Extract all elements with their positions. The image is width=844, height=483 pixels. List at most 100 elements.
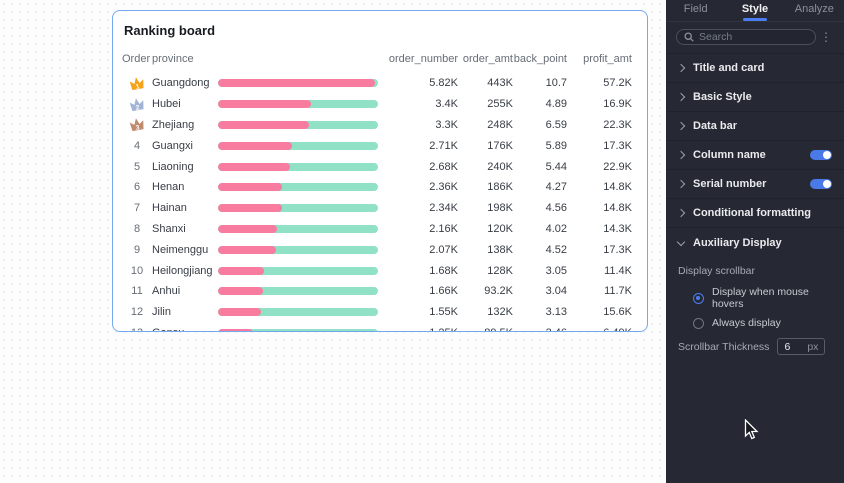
column-header-back_point: back_point xyxy=(513,53,567,65)
metric-cell-order_number: 3.3K xyxy=(435,118,458,131)
metric-cell-profit_amt: 11.4K xyxy=(604,264,632,277)
province-cell: Heilongjiang xyxy=(152,264,213,277)
metric-cell-order_number: 2.36K xyxy=(429,181,458,194)
metric-cell-order_amt: 443K xyxy=(487,77,513,90)
metric-cell-order_amt: 248K xyxy=(487,118,513,131)
metric-cell-back_point: 5.89 xyxy=(545,139,567,152)
tab-style[interactable]: Style xyxy=(725,3,784,21)
data-bar-cell xyxy=(218,141,378,150)
data-bar-track xyxy=(218,141,378,150)
section-auxiliary-display[interactable]: Auxiliary Display xyxy=(666,228,844,257)
data-bar-fill xyxy=(218,100,311,109)
metric-cell-order_number: 2.07K xyxy=(429,243,458,256)
data-bar-track xyxy=(218,266,378,275)
table-row: 5 Liaoning 2.68K 240K 5.44 22.9K xyxy=(122,156,638,177)
metric-cell-back_point: 4.52 xyxy=(545,243,567,256)
scrollbar-thickness-field[interactable]: px xyxy=(777,338,826,355)
metric-cell-profit_amt: 22.3K xyxy=(603,118,632,131)
data-bar-track xyxy=(218,79,378,88)
svg-text:3: 3 xyxy=(135,125,140,133)
section-column-name[interactable]: Column name xyxy=(666,141,844,170)
chevron-right-icon xyxy=(676,63,686,73)
section-basic-style[interactable]: Basic Style xyxy=(666,83,844,112)
data-bar-track xyxy=(218,287,378,296)
province-cell: Shanxi xyxy=(152,222,186,235)
chevron-right-icon xyxy=(676,208,686,218)
kebab-menu-icon[interactable]: ⋮ xyxy=(820,30,832,44)
rank-cell: 11 xyxy=(131,285,143,298)
rank-cell: 12 xyxy=(130,306,144,319)
section-serial-number[interactable]: Serial number xyxy=(666,170,844,199)
province-cell: Hainan xyxy=(152,202,187,215)
data-bar-track xyxy=(218,162,378,171)
data-bar-fill xyxy=(218,245,276,254)
metric-cell-profit_amt: 57.2K xyxy=(603,77,632,90)
section-title-and-card[interactable]: Title and card xyxy=(666,54,844,83)
section-conditional-formatting[interactable]: Conditional formatting xyxy=(666,199,844,228)
rank-cell: 10 xyxy=(130,264,144,277)
chevron-down-icon xyxy=(676,237,686,246)
data-bar-track xyxy=(218,120,378,129)
scrollbar-thickness-input[interactable] xyxy=(784,340,807,353)
table-row: 1 Guangdong 5.82K 443K 10.7 57.2K xyxy=(122,73,638,94)
chevron-right-icon xyxy=(676,121,686,131)
data-bar-cell xyxy=(218,328,378,331)
toggle-on[interactable] xyxy=(810,179,832,189)
data-bar-track xyxy=(218,183,378,192)
data-bar-cell xyxy=(218,100,378,109)
section-label: Basic Style xyxy=(693,91,752,103)
radio-selected-icon[interactable] xyxy=(693,292,704,304)
radio-unselected-icon[interactable] xyxy=(693,317,704,329)
radio-display-when-mouse-hovers[interactable]: Display when mouse hovers xyxy=(693,286,832,310)
metric-cell-profit_amt: 17.3K xyxy=(603,243,632,256)
data-bar-fill xyxy=(218,183,282,192)
rank-cell: 7 xyxy=(133,202,141,215)
radio-always-display[interactable]: Always display xyxy=(693,317,832,329)
metric-cell-order_amt: 186K xyxy=(487,181,513,194)
rank-cell: 5 xyxy=(133,160,141,173)
search-row: ⋮ xyxy=(676,29,834,45)
scrollbar-thickness-unit: px xyxy=(807,340,819,353)
data-bar-fill xyxy=(218,204,282,213)
data-bar-cell xyxy=(218,308,378,317)
section-label: Conditional formatting xyxy=(693,207,811,219)
search-input[interactable] xyxy=(699,31,808,43)
data-bar-cell xyxy=(218,204,378,213)
metric-cell-back_point: 6.59 xyxy=(545,118,567,131)
metric-cell-back_point: 4.89 xyxy=(545,98,567,111)
table-header-row: Order province order_number order_amt back… xyxy=(122,49,638,69)
metric-cell-back_point: 3.13 xyxy=(545,306,567,319)
metric-cell-order_number: 3.4K xyxy=(435,98,458,111)
metric-cell-back_point: 2.46 xyxy=(513,327,567,331)
data-bar-cell xyxy=(218,224,378,233)
section-label: Data bar xyxy=(693,120,738,132)
tab-field[interactable]: Field xyxy=(666,3,725,18)
tab-analyze[interactable]: Analyze xyxy=(785,3,844,18)
metric-cell-order_amt: 89.5K xyxy=(458,327,513,331)
ranking-board-card[interactable]: Ranking board Order province order_numbe… xyxy=(112,10,648,332)
data-bar-fill xyxy=(218,162,290,171)
radio-label: Always display xyxy=(712,317,781,329)
data-bar-track xyxy=(218,224,378,233)
table-row: 10 Heilongjiang 1.68K 128K 3.05 11.4K xyxy=(122,260,638,281)
scrollbar-thickness-label: Scrollbar Thickness xyxy=(678,340,770,353)
table-row: 12 Jilin 1.55K 132K 3.13 15.6K xyxy=(122,302,638,323)
rank-crown-icon-silver: 2 xyxy=(129,97,144,112)
search-box[interactable] xyxy=(676,29,816,45)
rank-cell: 13 xyxy=(122,327,152,331)
svg-text:2: 2 xyxy=(135,104,140,112)
data-bar-fill xyxy=(218,120,310,129)
metric-cell-order_number: 2.68K xyxy=(429,160,458,173)
metric-cell-profit_amt: 17.3K xyxy=(603,139,632,152)
section-label: Title and card xyxy=(693,62,765,74)
section-label: Auxiliary Display xyxy=(693,236,782,249)
metric-cell-order_amt: 255K xyxy=(487,98,513,111)
panel-tabs: Field Style Analyze xyxy=(666,0,844,22)
province-cell: Liaoning xyxy=(152,160,194,173)
section-data-bar[interactable]: Data bar xyxy=(666,112,844,141)
toggle-on[interactable] xyxy=(810,150,832,160)
table-row: 8 Shanxi 2.16K 120K 4.02 14.3K xyxy=(122,219,638,240)
data-bar-cell xyxy=(218,120,378,129)
data-bar-cell xyxy=(218,266,378,275)
metric-cell-order_amt: 132K xyxy=(487,306,513,319)
